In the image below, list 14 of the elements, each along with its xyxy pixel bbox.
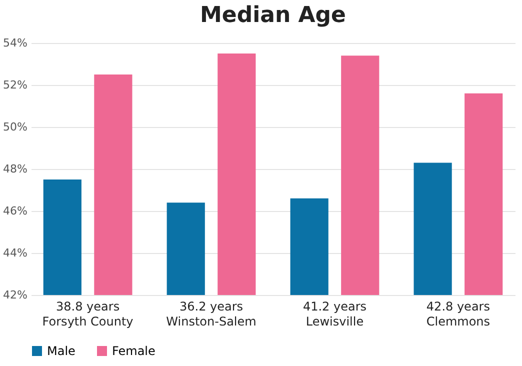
- y-tick-label: 52%: [3, 78, 28, 92]
- x-tick-label: 41.2 years Lewisville: [302, 300, 367, 328]
- legend-label: Female: [112, 344, 156, 358]
- chart-title: Median Age: [200, 3, 346, 28]
- x-tick-label: 42.8 years Clemmons: [426, 300, 490, 328]
- legend-label: Male: [47, 344, 76, 358]
- y-tick-label: 44%: [3, 246, 28, 260]
- y-tick-label: 42%: [3, 288, 28, 302]
- x-tick-label: 38.8 years Forsyth County: [42, 300, 134, 328]
- x-tick-label: 36.2 years Winston-Salem: [166, 300, 256, 328]
- y-tick-label: 50%: [3, 120, 28, 134]
- y-tick-label: 48%: [3, 162, 28, 176]
- y-tick-label: 54%: [3, 36, 28, 50]
- y-tick-label: 46%: [3, 204, 28, 218]
